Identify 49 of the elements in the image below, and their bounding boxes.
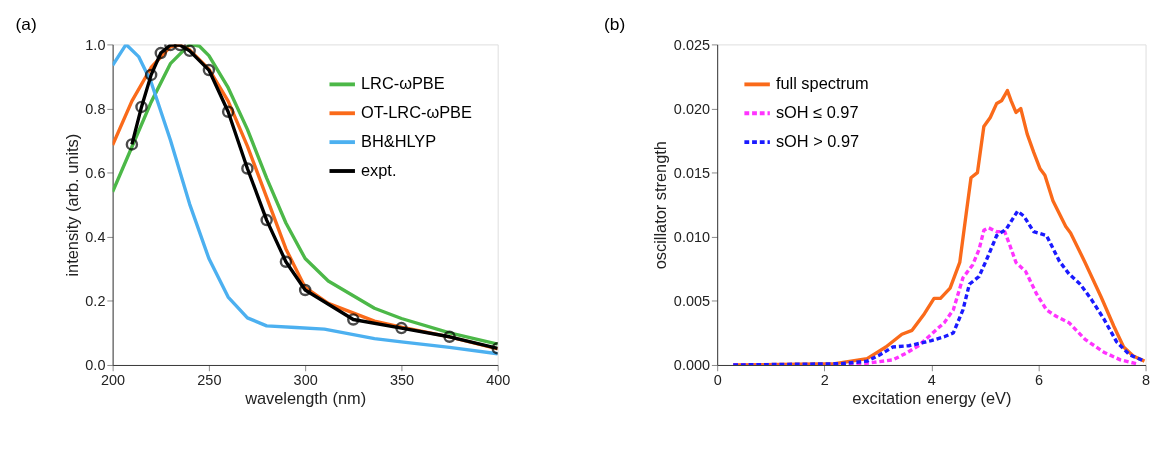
- legend-label: OT-LRC-ωPBE: [361, 103, 473, 122]
- y-tick-label: 0.015: [673, 164, 710, 181]
- y-tick-label: 0.0: [85, 357, 106, 374]
- x-tick-label: 400: [486, 371, 511, 388]
- point: [279, 255, 293, 269]
- y-tick-label: 0.8: [85, 100, 106, 117]
- y-tick-label: 0.005: [673, 293, 710, 310]
- x-tick-label: 0: [713, 371, 722, 388]
- y-tick-label: 0.000: [673, 357, 710, 374]
- chart-title: (a): [15, 13, 37, 34]
- point: [395, 321, 408, 335]
- x-tick-label: 200: [101, 371, 126, 388]
- legend-label: LRC-ωPBE: [361, 74, 445, 93]
- point: [135, 100, 148, 114]
- point: [154, 46, 168, 60]
- point: [144, 68, 158, 82]
- point: [183, 44, 196, 58]
- y-axis-title: intensity (arb. units): [62, 133, 81, 277]
- legend-label: full spectrum: [775, 74, 869, 93]
- legend-label: sOH ≤ 0.97: [775, 103, 859, 122]
- point: [298, 283, 312, 297]
- point: [125, 138, 139, 151]
- x-tick-label: 350: [389, 371, 414, 388]
- x-tick-label: 6: [1034, 371, 1043, 388]
- point: [347, 313, 360, 326]
- y-axis-title: oscillator strength: [651, 141, 670, 270]
- point: [241, 162, 254, 175]
- y-tick-label: 1.0: [85, 36, 106, 53]
- legend-label: expt.: [361, 160, 397, 179]
- x-tick-label: 2: [820, 371, 829, 388]
- y-tick-label: 0.010: [673, 229, 710, 246]
- legend-label: BH&HLYP: [361, 131, 437, 150]
- x-tick-label: 250: [197, 371, 222, 388]
- point: [202, 63, 216, 77]
- point: [221, 105, 235, 118]
- x-axis-title: wavelength (nm): [244, 388, 367, 407]
- x-tick-label: 8: [1142, 371, 1151, 388]
- y-tick-label: 0.025: [673, 36, 710, 53]
- legend-label: sOH > 0.97: [775, 131, 860, 150]
- y-tick-label: 0.6: [85, 164, 106, 181]
- point: [443, 330, 456, 344]
- x-axis-title: excitation energy (eV): [852, 388, 1012, 407]
- x-tick-label: 300: [293, 371, 318, 388]
- x-tick-label: 4: [927, 371, 936, 388]
- point: [260, 213, 273, 227]
- y-tick-label: 0.4: [85, 229, 106, 246]
- chart-title: (b): [604, 13, 626, 34]
- y-tick-label: 0.020: [673, 100, 710, 117]
- y-tick-label: 0.2: [85, 293, 106, 310]
